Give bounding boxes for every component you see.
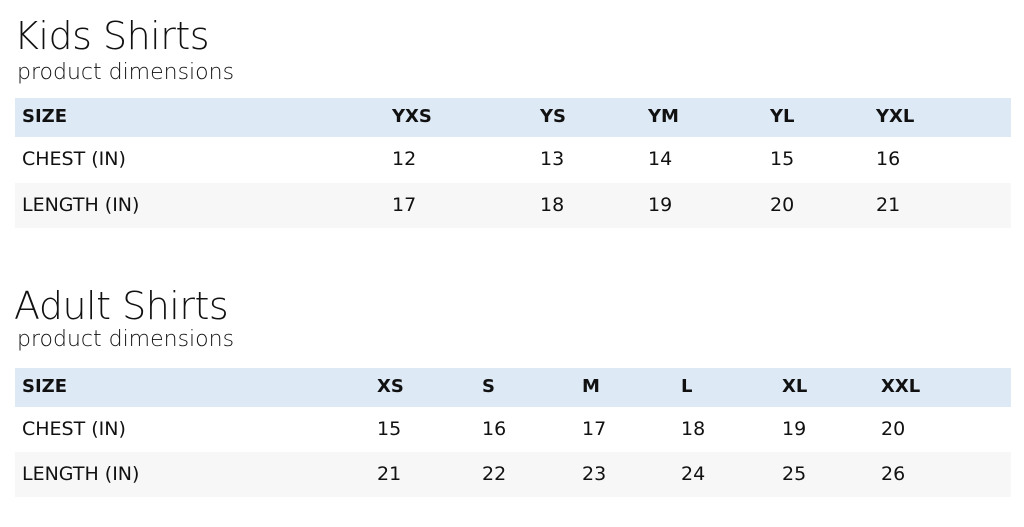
section-subtitle: product dimensions — [17, 327, 235, 352]
header-cell: S — [482, 375, 495, 397]
header-cell: M — [582, 375, 600, 397]
table-cell: 17 — [392, 193, 417, 216]
table-header: SIZE YXS YS YM YL YXL — [15, 98, 1011, 137]
table-cell: 13 — [540, 148, 565, 170]
table-cell: 18 — [681, 417, 706, 440]
header-cell: XL — [782, 375, 808, 397]
table-cell: 12 — [392, 148, 417, 170]
header-cell: YXS — [392, 105, 432, 127]
header-cell: YL — [770, 105, 795, 127]
table-cell: 16 — [482, 417, 507, 440]
table-cell: 20 — [770, 193, 795, 216]
table-cell: CHEST (IN) — [22, 417, 126, 440]
section-subtitle: product dimensions — [17, 60, 235, 85]
table-cell: 16 — [876, 148, 901, 170]
table-cell: CHEST (IN) — [22, 148, 126, 170]
table-cell: 19 — [648, 193, 673, 216]
section-title: Adult Shirts — [14, 284, 229, 328]
table-cell: 21 — [876, 193, 901, 216]
table-cell: 15 — [770, 148, 795, 170]
table-cell: 14 — [648, 148, 673, 170]
header-cell: XS — [377, 375, 404, 397]
header-cell: YXL — [876, 105, 915, 127]
table-row: CHEST (IN) 12 13 14 15 16 — [15, 137, 1011, 184]
table-cell: 22 — [482, 462, 507, 485]
table-cell: LENGTH (IN) — [22, 462, 140, 485]
table-cell: 15 — [377, 417, 402, 440]
header-cell: SIZE — [22, 375, 68, 397]
table-cell: 17 — [582, 417, 607, 440]
table-header: SIZE XS S M L XL XXL — [15, 368, 1011, 407]
table-cell: 20 — [881, 417, 906, 440]
section-title: Kids Shirts — [14, 14, 210, 58]
header-cell: YS — [540, 105, 566, 127]
header-cell: SIZE — [22, 105, 68, 127]
table-row: LENGTH (IN) 17 18 19 20 21 — [15, 183, 1011, 228]
table-cell: 19 — [782, 417, 807, 440]
table-cell: 25 — [782, 462, 807, 485]
table-cell: 23 — [582, 462, 607, 485]
table-cell: 21 — [377, 462, 402, 485]
header-cell: XXL — [881, 375, 921, 397]
table-cell: 24 — [681, 462, 706, 485]
header-cell: L — [681, 375, 693, 397]
table-cell: 26 — [881, 462, 906, 485]
header-cell: YM — [648, 105, 679, 127]
table-row: LENGTH (IN) 21 22 23 24 25 26 — [15, 452, 1011, 497]
table-cell: 18 — [540, 193, 565, 216]
table-row: CHEST (IN) 15 16 17 18 19 20 — [15, 407, 1011, 453]
table-cell: LENGTH (IN) — [22, 193, 140, 216]
